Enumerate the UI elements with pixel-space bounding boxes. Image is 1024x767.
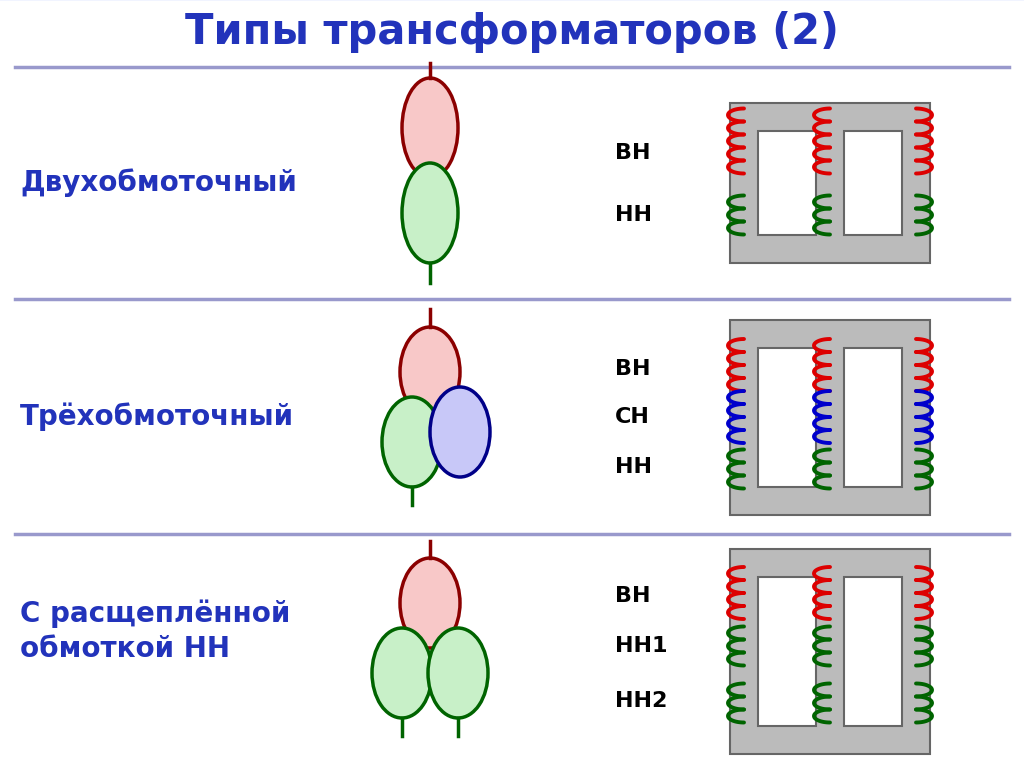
Text: ВН: ВН — [615, 586, 650, 606]
Text: НН2: НН2 — [615, 691, 668, 711]
Text: НН1: НН1 — [615, 636, 668, 656]
Bar — [758, 347, 816, 486]
Bar — [730, 320, 930, 515]
Ellipse shape — [402, 163, 458, 263]
Bar — [730, 548, 930, 753]
Bar — [758, 131, 816, 235]
Text: ВН: ВН — [615, 359, 650, 379]
Text: НН: НН — [615, 457, 652, 477]
Bar — [844, 577, 902, 726]
Text: Двухобмоточный: Двухобмоточный — [20, 169, 297, 197]
Ellipse shape — [428, 628, 488, 718]
Ellipse shape — [382, 397, 442, 487]
Bar — [730, 103, 930, 263]
Text: Трёхобмоточный: Трёхобмоточный — [20, 403, 294, 431]
Bar — [0, 0, 1024, 67]
Ellipse shape — [402, 78, 458, 178]
Ellipse shape — [372, 628, 432, 718]
Ellipse shape — [400, 558, 460, 648]
Ellipse shape — [430, 387, 490, 477]
Text: С расщеплённой
обмоткой НН: С расщеплённой обмоткой НН — [20, 600, 291, 663]
Text: СН: СН — [615, 407, 650, 427]
Bar — [758, 577, 816, 726]
Ellipse shape — [400, 327, 460, 417]
Bar — [844, 131, 902, 235]
Text: ВН: ВН — [615, 143, 650, 163]
Bar — [844, 347, 902, 486]
Text: Типы трансформаторов (2): Типы трансформаторов (2) — [185, 11, 839, 53]
Text: НН: НН — [615, 205, 652, 225]
